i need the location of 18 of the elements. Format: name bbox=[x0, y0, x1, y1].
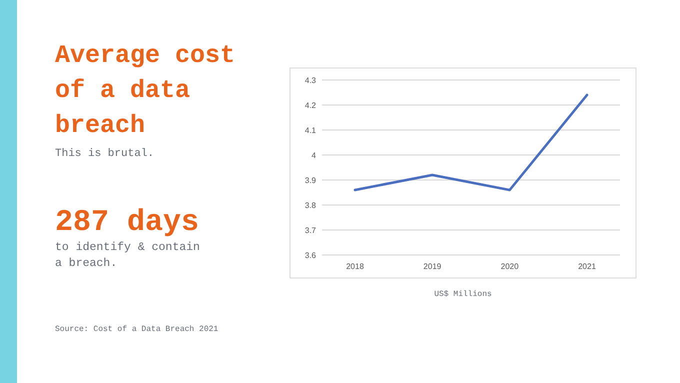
x-tick-label: 2019 bbox=[423, 262, 442, 271]
y-tick-label: 4 bbox=[312, 150, 317, 160]
x-tick-label: 2021 bbox=[578, 262, 596, 271]
chart-title: Average cost of a data breach bbox=[55, 41, 236, 140]
text: to identify & contain a breach. bbox=[55, 241, 200, 270]
y-tick-label: 4.2 bbox=[304, 100, 317, 110]
y-tick-label: 4.1 bbox=[304, 126, 317, 135]
text: This is brutal. bbox=[55, 148, 154, 160]
y-tick-label: 3.6 bbox=[304, 250, 317, 260]
x-tick-label: 2020 bbox=[500, 262, 520, 271]
y-tick-label: 3.9 bbox=[304, 176, 317, 185]
y-tick-label: 4.3 bbox=[304, 76, 317, 85]
text: 287 days bbox=[55, 206, 200, 240]
x-tick-label: 2018 bbox=[346, 262, 364, 271]
y-tick-label: 3.7 bbox=[304, 226, 317, 235]
y-tick-label: 3.8 bbox=[304, 200, 317, 210]
x-axis-title: US$ Millions bbox=[434, 290, 492, 299]
source-note: Source: Cost of a Data Breach 2021 bbox=[55, 325, 218, 334]
